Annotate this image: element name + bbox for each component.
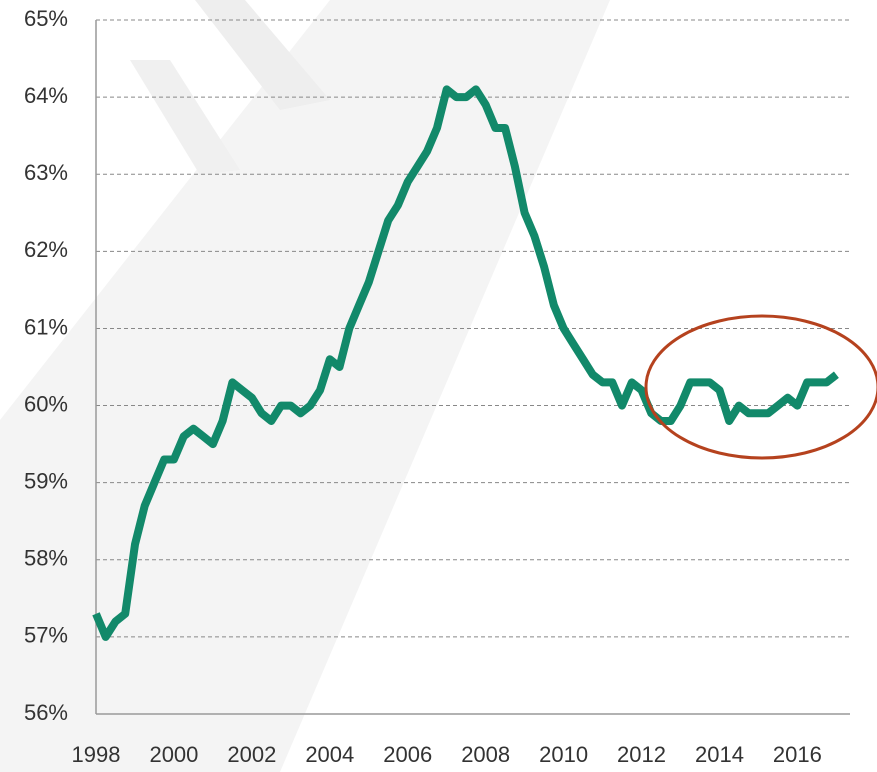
highlight-ellipse: [644, 314, 877, 460]
y-tick-label: 63%: [24, 160, 68, 185]
x-tick-label: 2016: [773, 742, 822, 767]
background-shapes: [0, 0, 610, 772]
data-line: [92, 85, 839, 641]
y-tick-label: 59%: [24, 468, 68, 493]
bg-stroke: [195, 0, 330, 110]
y-tick-label: 57%: [24, 623, 68, 648]
x-tick-label: 2008: [461, 742, 510, 767]
y-tick-label: 61%: [24, 314, 68, 339]
bg-stroke: [130, 60, 240, 175]
y-tick-label: 58%: [24, 546, 68, 571]
x-tick-label: 2014: [695, 742, 744, 767]
x-tick-label: 2000: [149, 742, 198, 767]
y-tick-label: 62%: [24, 237, 68, 262]
bg-band: [0, 0, 610, 772]
x-tick-label: 2012: [617, 742, 666, 767]
x-tick-label: 1998: [72, 742, 121, 767]
y-tick-label: 64%: [24, 83, 68, 108]
y-tick-label: 65%: [24, 6, 68, 31]
x-tick-label: 2004: [305, 742, 354, 767]
x-tick-label: 2002: [227, 742, 276, 767]
x-tick-label: 2010: [539, 742, 588, 767]
x-tick-label: 2006: [383, 742, 432, 767]
y-tick-label: 60%: [24, 391, 68, 416]
y-tick-label: 56%: [24, 700, 68, 725]
